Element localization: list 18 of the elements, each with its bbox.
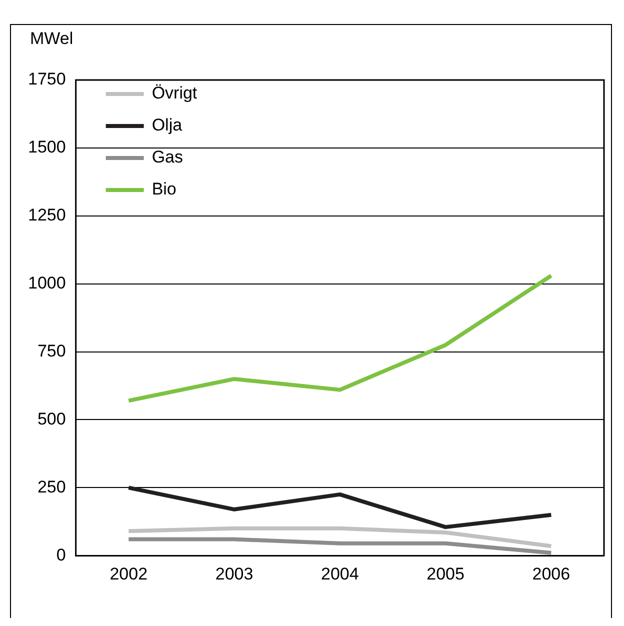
y-tick-label: 0: [56, 545, 66, 564]
x-tick-label: 2002: [110, 564, 148, 584]
y-tick-label: 1500: [28, 138, 66, 157]
y-tick-label: 1000: [28, 274, 66, 293]
legend-label: Övrigt: [152, 84, 198, 103]
legend-label: Gas: [152, 148, 184, 167]
y-axis-title: MWel: [30, 29, 74, 48]
y-tick-label: 1250: [28, 206, 66, 225]
y-tick-label: 750: [37, 341, 66, 360]
legend-label: Olja: [152, 116, 183, 135]
x-tick-label: 2004: [320, 564, 359, 584]
x-tick-label: 2005: [426, 564, 464, 584]
y-tick-label: 250: [37, 477, 66, 496]
y-tick-label: 1750: [28, 70, 66, 89]
x-tick-label: 2006: [532, 564, 570, 584]
legend-label: Bio: [152, 180, 176, 199]
y-tick-label: 500: [37, 409, 66, 428]
x-tick-label: 2003: [215, 564, 254, 584]
